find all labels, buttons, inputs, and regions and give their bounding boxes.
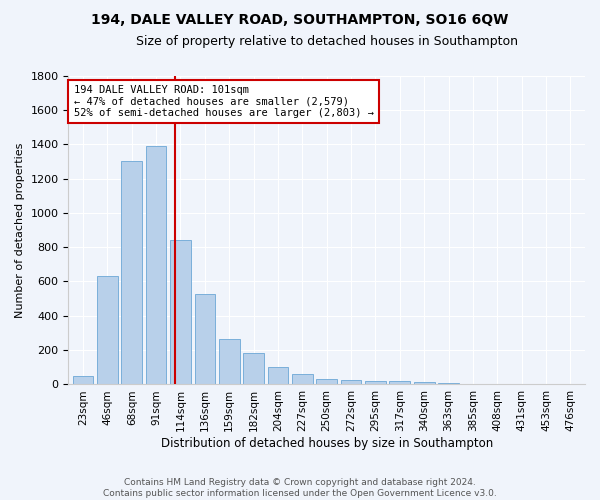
Bar: [219, 339, 239, 384]
Text: 194 DALE VALLEY ROAD: 101sqm
← 47% of detached houses are smaller (2,579)
52% of: 194 DALE VALLEY ROAD: 101sqm ← 47% of de…: [74, 85, 374, 118]
Text: Contains HM Land Registry data © Crown copyright and database right 2024.
Contai: Contains HM Land Registry data © Crown c…: [103, 478, 497, 498]
X-axis label: Distribution of detached houses by size in Southampton: Distribution of detached houses by size …: [161, 437, 493, 450]
Bar: [97, 276, 118, 384]
Bar: [292, 374, 313, 384]
Bar: [316, 380, 337, 384]
Bar: [365, 380, 386, 384]
Bar: [194, 294, 215, 384]
Title: Size of property relative to detached houses in Southampton: Size of property relative to detached ho…: [136, 35, 518, 48]
Bar: [268, 368, 289, 384]
Bar: [170, 240, 191, 384]
Bar: [341, 380, 361, 384]
Bar: [121, 162, 142, 384]
Bar: [73, 376, 94, 384]
Bar: [146, 146, 166, 384]
Y-axis label: Number of detached properties: Number of detached properties: [15, 142, 25, 318]
Text: 194, DALE VALLEY ROAD, SOUTHAMPTON, SO16 6QW: 194, DALE VALLEY ROAD, SOUTHAMPTON, SO16…: [91, 12, 509, 26]
Bar: [438, 383, 459, 384]
Bar: [414, 382, 434, 384]
Bar: [389, 382, 410, 384]
Bar: [243, 352, 264, 384]
